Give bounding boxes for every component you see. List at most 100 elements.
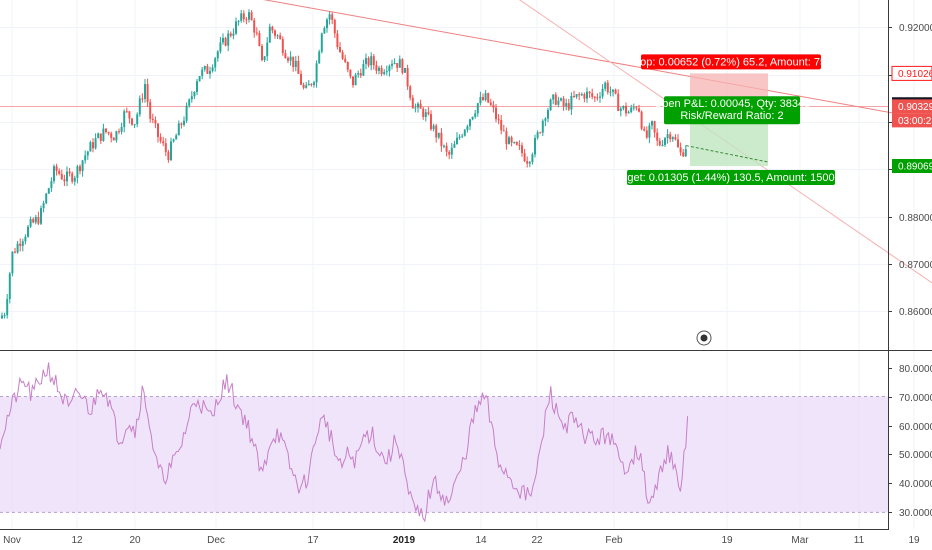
candle-body bbox=[424, 112, 427, 118]
rsi-pane[interactable] bbox=[0, 362, 888, 523]
candle-body bbox=[287, 58, 289, 61]
target-label-box bbox=[627, 170, 835, 186]
candle-body bbox=[437, 132, 440, 138]
candle-body bbox=[625, 105, 627, 114]
candle-body bbox=[583, 94, 586, 99]
candle-body bbox=[463, 129, 466, 136]
candle-body bbox=[541, 120, 544, 133]
candle-body bbox=[461, 135, 464, 137]
candle-body bbox=[209, 71, 211, 74]
price-tag-label: 0.90329 bbox=[898, 102, 932, 113]
candle-body bbox=[331, 14, 334, 20]
candle-body bbox=[248, 12, 250, 20]
candle-body bbox=[614, 89, 617, 94]
candle-body bbox=[323, 28, 326, 34]
candle-body bbox=[253, 20, 256, 33]
price-axis[interactable]: 0.920000.910000.900000.890000.880000.870… bbox=[888, 23, 932, 318]
rsi-tick-label: 40.0000 bbox=[899, 479, 932, 490]
candle-body bbox=[203, 66, 206, 70]
candle-body bbox=[440, 132, 443, 147]
candle-body bbox=[151, 118, 154, 121]
candle-body bbox=[643, 128, 646, 131]
candle-body bbox=[552, 94, 555, 100]
candle-body bbox=[523, 153, 526, 162]
candle-body bbox=[435, 125, 438, 138]
candle-body bbox=[588, 91, 591, 94]
time-tick-label: 17 bbox=[307, 535, 319, 546]
candle-body bbox=[632, 107, 635, 109]
rsi-line[interactable] bbox=[0, 362, 689, 523]
candle-body bbox=[612, 89, 614, 92]
candle-body bbox=[489, 102, 492, 105]
trend-line[interactable] bbox=[260, 0, 932, 121]
price-tick-label: 0.88000 bbox=[899, 213, 932, 224]
candle-body bbox=[508, 137, 510, 145]
drawing-overlay[interactable]: Stop: 0.00652 (0.72%) 65.2, Amount: 750 T… bbox=[612, 54, 850, 346]
candle-body bbox=[453, 144, 456, 148]
candle-body bbox=[536, 132, 539, 138]
candle-body bbox=[526, 161, 529, 164]
candle-body bbox=[305, 85, 308, 88]
candle-body bbox=[211, 67, 214, 72]
rsi-tick-label: 70.0000 bbox=[899, 393, 932, 404]
target-label: Target: 0.01305 (1.44%) 130.5, Amount: 1… bbox=[612, 172, 850, 184]
candle-body bbox=[292, 56, 295, 68]
candle-body bbox=[216, 51, 219, 59]
candle-body bbox=[237, 20, 240, 22]
candle-body bbox=[339, 46, 341, 53]
candle-body bbox=[19, 243, 22, 246]
time-tick-label: 22 bbox=[531, 535, 543, 546]
candle-body bbox=[76, 166, 79, 178]
rsi-tick-label: 30.0000 bbox=[899, 508, 932, 519]
candle-body bbox=[562, 98, 565, 107]
candle-body bbox=[50, 181, 53, 189]
candle-body bbox=[500, 120, 503, 131]
rsi-axis[interactable]: 80.0000 70.0000 60.0000 50.0000 40.0000 30.00… bbox=[888, 364, 932, 519]
candle-body bbox=[674, 137, 677, 140]
stop-label-box bbox=[641, 54, 821, 70]
candle-body bbox=[344, 58, 347, 62]
candle-body bbox=[219, 42, 222, 52]
candle-body bbox=[167, 151, 170, 161]
time-tick-label: 12 bbox=[71, 535, 83, 546]
candle-body bbox=[482, 97, 484, 101]
icon-core bbox=[700, 334, 708, 342]
candle-body bbox=[123, 111, 126, 128]
candle-body bbox=[510, 137, 513, 143]
price-tag-box bbox=[892, 99, 932, 114]
drawing-tool-icon[interactable] bbox=[696, 330, 712, 346]
candle-body bbox=[456, 137, 458, 145]
candle-body bbox=[630, 107, 633, 112]
candle-body bbox=[528, 162, 531, 164]
candle-body bbox=[549, 99, 552, 111]
candle-body bbox=[320, 33, 323, 52]
candle-body bbox=[515, 142, 518, 145]
candle-body bbox=[274, 30, 276, 36]
price-scale-tag: 0.90329 bbox=[892, 99, 932, 114]
candle-body bbox=[120, 127, 123, 132]
price-tag-label: 0.91026 bbox=[898, 69, 932, 80]
candle-body bbox=[60, 173, 63, 180]
candle-body bbox=[154, 120, 157, 124]
candle-body bbox=[242, 13, 245, 20]
candle-body bbox=[222, 37, 224, 43]
candle-body bbox=[398, 59, 401, 68]
candle-body bbox=[627, 111, 630, 114]
candle-body bbox=[196, 81, 198, 93]
price-tag-label: 0.89069 bbox=[898, 162, 932, 173]
candle-body bbox=[107, 131, 110, 134]
candle-body bbox=[617, 93, 620, 111]
candle-body bbox=[619, 108, 622, 111]
candle-body bbox=[346, 61, 349, 70]
pnl-label: Open P&L: 0.00045, Qty: 38343 bbox=[654, 98, 811, 110]
candle-body bbox=[94, 138, 97, 149]
price-tag-box bbox=[892, 159, 932, 174]
time-tick-label: 14 bbox=[475, 535, 487, 546]
candle-body bbox=[180, 123, 183, 125]
time-axis[interactable]: Nov 12 20 Dec 17 2019 14 22 Feb 19 Mar 11 19 bbox=[3, 535, 920, 546]
candle-body bbox=[240, 13, 243, 21]
candle-body bbox=[268, 26, 271, 43]
candle-body bbox=[276, 35, 279, 37]
candle-body bbox=[547, 110, 549, 119]
